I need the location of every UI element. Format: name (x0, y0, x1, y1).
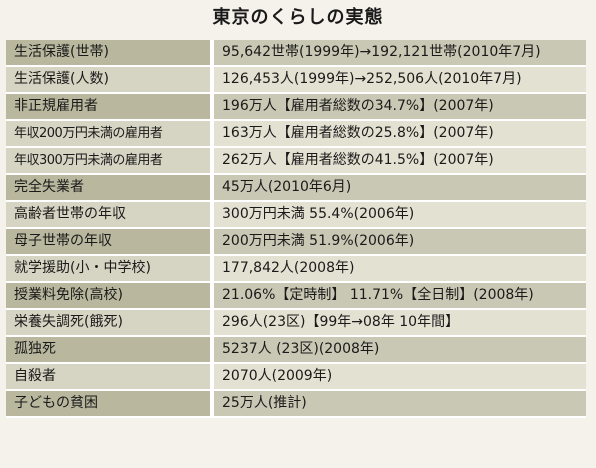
row-value: 200万円未満 51.9%(2006年) (212, 228, 586, 256)
row-value: 296人(23区)【99年→08年 10年間】 (212, 309, 586, 337)
row-value: 45万人(2010年6月) (212, 174, 586, 202)
table-row: 栄養失調死(餓死) 296人(23区)【99年→08年 10年間】 (6, 309, 586, 337)
table-row: 非正規雇用者 196万人【雇用者総数の34.7%】(2007年) (6, 93, 586, 121)
row-label: 子どもの貧困 (6, 390, 214, 418)
table-row: 年収200万円未満の雇用者 163万人【雇用者総数の25.8%】(2007年) (6, 120, 586, 148)
table-row: 授業料免除(高校) 21.06%【定時制】 11.71%【全日制】(2008年) (6, 282, 586, 310)
row-label: 孤独死 (6, 336, 214, 364)
row-label: 授業料免除(高校) (6, 282, 214, 310)
table-row: 生活保護(人数) 126,453人(1999年)→252,506人(2010年7… (6, 66, 586, 94)
row-label: 母子世帯の年収 (6, 228, 214, 256)
row-label: 非正規雇用者 (6, 93, 214, 121)
table-row: 高齢者世帯の年収 300万円未満 55.4%(2006年) (6, 201, 586, 229)
row-value: 25万人(推計) (212, 390, 586, 418)
table-row: 年収300万円未満の雇用者 262万人【雇用者総数の41.5%】(2007年) (6, 147, 586, 175)
row-label: 年収200万円未満の雇用者 (6, 120, 214, 148)
table-row: 孤独死 5237人 (23区)(2008年) (6, 336, 586, 364)
row-label: 生活保護(人数) (6, 66, 214, 94)
row-label: 完全失業者 (6, 174, 214, 202)
row-value: 126,453人(1999年)→252,506人(2010年7月) (212, 66, 586, 94)
row-value: 196万人【雇用者総数の34.7%】(2007年) (212, 93, 586, 121)
table-row: 完全失業者 45万人(2010年6月) (6, 174, 586, 202)
row-value: 163万人【雇用者総数の25.8%】(2007年) (212, 120, 586, 148)
row-value: 2070人(2009年) (212, 363, 586, 391)
table-row: 就学援助(小・中学校) 177,842人(2008年) (6, 255, 586, 283)
row-label: 高齢者世帯の年収 (6, 201, 214, 229)
row-value: 300万円未満 55.4%(2006年) (212, 201, 586, 229)
row-value: 95,642世帯(1999年)→192,121世帯(2010年7月) (212, 40, 586, 67)
page-title: 東京のくらしの実態 (212, 7, 384, 28)
row-value: 21.06%【定時制】 11.71%【全日制】(2008年) (212, 282, 586, 310)
row-value: 262万人【雇用者総数の41.5%】(2007年) (212, 147, 586, 175)
stats-table: 生活保護(世帯) 95,642世帯(1999年)→192,121世帯(2010年… (6, 40, 586, 418)
row-label: 就学援助(小・中学校) (6, 255, 214, 283)
table-row: 母子世帯の年収 200万円未満 51.9%(2006年) (6, 228, 586, 256)
table-row: 生活保護(世帯) 95,642世帯(1999年)→192,121世帯(2010年… (6, 40, 586, 67)
row-label: 自殺者 (6, 363, 214, 391)
row-label: 栄養失調死(餓死) (6, 309, 214, 337)
row-label: 年収300万円未満の雇用者 (6, 147, 214, 175)
row-label: 生活保護(世帯) (6, 40, 214, 67)
table-row: 自殺者 2070人(2009年) (6, 363, 586, 391)
row-value: 177,842人(2008年) (212, 255, 586, 283)
row-value: 5237人 (23区)(2008年) (212, 336, 586, 364)
table-row: 子どもの貧困 25万人(推計) (6, 390, 586, 418)
